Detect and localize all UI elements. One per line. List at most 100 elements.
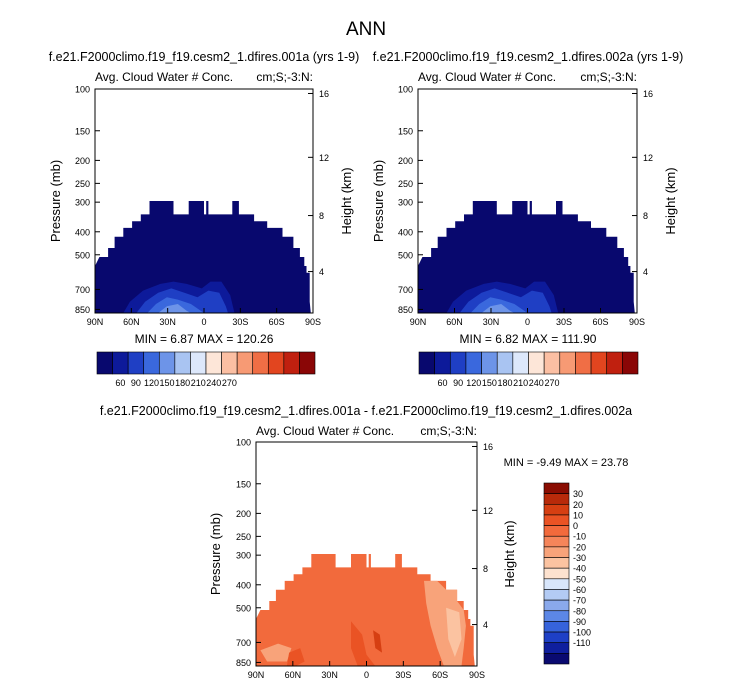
p2-cbar-box xyxy=(449,351,467,375)
p1-y2tick-label: 16 xyxy=(319,89,329,99)
p1-cbar-box xyxy=(205,351,222,375)
panel-3-stats: MIN = -9.49 MAX = 23.78 xyxy=(504,457,629,469)
p3-cbar-box xyxy=(543,610,570,622)
panel-2: f.e21.F2000climo.f19_f19.cesm2_1.dfires.… xyxy=(371,50,683,388)
p3-cbar-label: -30 xyxy=(573,553,586,563)
p3-ytick-label: 250 xyxy=(236,532,251,542)
p3-cbar-label: 0 xyxy=(573,521,578,531)
p2-cbar-box xyxy=(465,351,482,375)
p1-cbar-label: 270 xyxy=(222,378,237,388)
p1-cbar-label: 90 xyxy=(131,378,141,388)
p1-cbar-label: 180 xyxy=(175,378,190,388)
p2-ytick-label: 850 xyxy=(398,305,413,315)
p2-cbar-label: 90 xyxy=(453,378,463,388)
panel-2-y2label: Height (km) xyxy=(663,167,678,234)
p2-cbar-box xyxy=(590,351,608,375)
p3-cbar-label: -80 xyxy=(573,606,586,616)
p3-xtick-label: 30S xyxy=(395,670,411,680)
p3-y2tick-label: 12 xyxy=(483,506,493,516)
p2-cloud-level-5 xyxy=(481,304,515,313)
p3-ytick-label: 100 xyxy=(236,438,251,448)
panel-3-case-title: f.e21.F2000climo.f19_f19.cesm2_1.dfires.… xyxy=(100,404,632,418)
p2-y2tick-label: 12 xyxy=(643,153,653,163)
panel-2-x-ticks: 90N 60N 30N 0 30S 60S 90S xyxy=(410,308,645,327)
p3-cbar-box xyxy=(543,567,570,580)
p2-cbar-box xyxy=(512,351,529,375)
panel-2-left-label: Avg. Cloud Water # Conc. xyxy=(418,70,556,84)
panel-1: f.e21.F2000climo.f19_f19.cesm2_1.dfires.… xyxy=(48,50,359,388)
panel-1-ylabel: Pressure (mb) xyxy=(48,160,63,242)
p3-cbar-label: -60 xyxy=(573,585,586,595)
p1-xtick-label: 0 xyxy=(201,317,206,327)
p3-xtick-label: 30N xyxy=(321,670,338,680)
p1-y2tick-label: 8 xyxy=(319,211,324,221)
p3-cbar-label: -90 xyxy=(573,617,586,627)
p1-cbar-box xyxy=(283,351,300,375)
p2-cbar-label: 240 xyxy=(529,378,544,388)
p2-ytick-label: 150 xyxy=(398,126,413,136)
p3-cbar-box xyxy=(543,493,570,505)
p3-ytick-label: 400 xyxy=(236,580,251,590)
p2-cbar-label: 150 xyxy=(482,378,497,388)
p2-cbar-label: 210 xyxy=(513,378,528,388)
p1-xtick-label: 30S xyxy=(232,317,248,327)
p1-ytick-label: 700 xyxy=(75,285,90,295)
main-title: ANN xyxy=(346,19,386,40)
p2-ytick-label: 200 xyxy=(398,156,413,166)
p1-xtick-label: 60N xyxy=(123,317,140,327)
panel-2-y-ticks: 100 150 200 250 300 400 500 700 850 xyxy=(398,85,423,315)
panel-3-right-label: cm;S;-3:N: xyxy=(420,424,477,438)
panel-1-left-label: Avg. Cloud Water # Conc. xyxy=(95,70,233,84)
panel-1-y-ticks: 100 150 200 250 300 400 500 700 850 xyxy=(75,85,100,315)
panel-3-x-ticks: 90N 60N 30N 0 30S 60S 90S xyxy=(248,661,485,680)
p1-xtick-label: 90S xyxy=(305,317,321,327)
p3-diff-west-dark xyxy=(286,648,305,666)
p3-diff-center-dark xyxy=(351,621,376,666)
p3-y2tick-label: 8 xyxy=(483,564,488,574)
p3-cbar-label: -10 xyxy=(573,532,586,542)
p3-cbar-box xyxy=(543,514,570,526)
p3-cbar-box xyxy=(543,503,570,516)
p3-cbar-box xyxy=(543,589,570,601)
p3-cbar-box xyxy=(543,642,570,654)
p3-xtick-label: 0 xyxy=(364,670,369,680)
p2-cbar-box xyxy=(418,351,435,375)
p3-ytick-label: 850 xyxy=(236,658,251,668)
p1-cbar-label: 240 xyxy=(206,378,221,388)
panel-3-y2-ticks: 16 12 8 4 xyxy=(472,442,493,630)
p1-cbar-box xyxy=(252,351,269,375)
panel-3: f.e21.F2000climo.f19_f19.cesm2_1.dfires.… xyxy=(100,404,632,680)
panel-1-plot xyxy=(95,201,311,313)
p2-cbar-label: 270 xyxy=(544,378,559,388)
p1-ytick-label: 150 xyxy=(75,126,90,136)
panel-1-case-title: f.e21.F2000climo.f19_f19.cesm2_1.dfires.… xyxy=(49,50,360,64)
p2-y2tick-label: 4 xyxy=(643,267,648,277)
p2-cbar-box xyxy=(606,351,623,375)
p2-cbar-label: 60 xyxy=(437,378,447,388)
p1-ytick-label: 400 xyxy=(75,227,90,237)
p1-cbar-label: 120 xyxy=(144,378,159,388)
p3-cbar-label: 10 xyxy=(573,510,583,520)
p3-ytick-label: 300 xyxy=(236,551,251,561)
panel-3-colorbar: 3020100-10-20-30-40-50-60-70-80-90-100-1… xyxy=(543,482,591,665)
p2-cbar-box xyxy=(559,351,576,375)
p1-cbar-box xyxy=(174,351,191,375)
p2-y2tick-label: 8 xyxy=(643,211,648,221)
p3-cbar-label: -40 xyxy=(573,564,586,574)
p3-cbar-box xyxy=(543,557,570,569)
p3-cbar-box xyxy=(543,546,570,558)
panel-1-stats: MIN = 6.87 MAX = 120.26 xyxy=(135,332,274,346)
p3-diff-center-darker xyxy=(373,630,382,653)
p3-cbar-box xyxy=(543,621,570,633)
panel-1-colorbar: 60 90 120 150 180 210 240 270 xyxy=(96,351,316,388)
p1-xtick-label: 90N xyxy=(87,317,104,327)
p3-cbar-label: -50 xyxy=(573,574,586,584)
p2-cbar-box xyxy=(543,351,561,375)
p3-cbar-label: 20 xyxy=(573,500,583,510)
panel-2-plot xyxy=(418,201,635,313)
panel-1-right-label: cm;S;-3:N: xyxy=(256,70,313,84)
p3-cbar-label: -70 xyxy=(573,596,586,606)
p1-ytick-label: 300 xyxy=(75,198,90,208)
p1-cloud-level-5 xyxy=(158,304,191,313)
